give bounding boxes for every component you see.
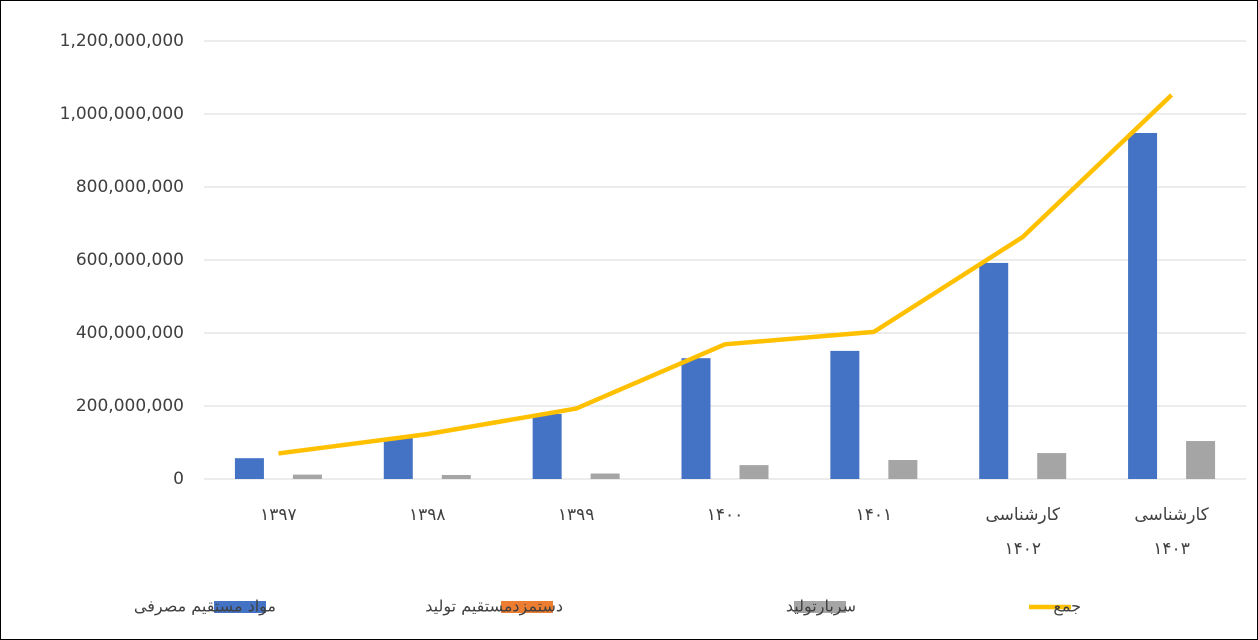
bar — [234, 458, 264, 479]
legend-swatch — [794, 601, 846, 613]
bar — [292, 474, 322, 479]
y-tick-label: 1,000,000,000 — [60, 104, 184, 124]
legend-label: مواد مستقیم مصرفی — [134, 597, 276, 617]
bar — [383, 438, 413, 479]
bar — [590, 473, 620, 479]
x-tick-label: کارشناسی ۱۴۰۲ — [985, 505, 1060, 559]
bar — [1128, 132, 1158, 480]
bar — [888, 460, 918, 479]
bar — [532, 414, 562, 479]
x-tick-label: ۱۳۹۹ — [557, 505, 595, 525]
legend-label: سربارتولید — [786, 597, 856, 617]
y-tick-label: 1,200,000,000 — [60, 31, 184, 51]
x-tick-label: ۱۳۹۷ — [260, 505, 297, 525]
x-tick-label: کارشناسی ۱۴۰۳ — [1134, 505, 1209, 559]
bar — [830, 350, 860, 479]
legend-swatch — [214, 601, 266, 613]
bar — [739, 465, 769, 479]
x-tick-label: ۱۳۹۸ — [409, 505, 446, 525]
bar — [1186, 441, 1216, 479]
x-tick-label: ۱۴۰۰ — [706, 505, 744, 525]
bar — [681, 358, 711, 479]
x-tick-label: ۱۴۰۱ — [855, 505, 893, 525]
legend-label: دستمزدمستقیم تولید — [425, 597, 563, 617]
y-tick-label: 200,000,000 — [76, 396, 184, 416]
y-tick-label: 600,000,000 — [76, 250, 184, 270]
bar — [979, 262, 1009, 479]
y-tick-label: 400,000,000 — [76, 323, 184, 343]
y-tick-label: 800,000,000 — [76, 177, 184, 197]
bar — [1037, 453, 1067, 479]
bar — [441, 474, 471, 479]
legend-label: جمع — [1053, 597, 1081, 617]
y-tick-label: 0 — [173, 469, 184, 489]
legend-swatch — [501, 601, 553, 613]
line — [278, 93, 1174, 456]
